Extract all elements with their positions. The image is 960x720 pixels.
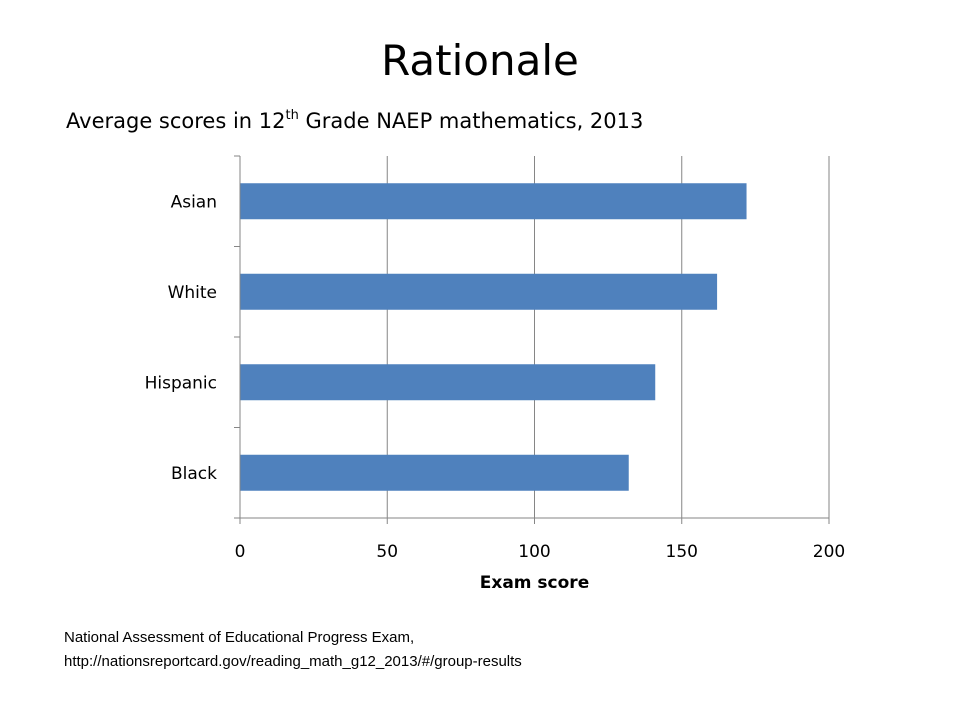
bar-white xyxy=(240,273,718,310)
chart-title-prefix: Average scores in 12 xyxy=(66,109,286,133)
x-tick-label: 0 xyxy=(235,542,246,562)
source-line-1: National Assessment of Educational Progr… xyxy=(64,629,415,646)
category-label-white: White xyxy=(168,283,217,303)
x-axis-title: Exam score xyxy=(480,573,589,593)
bar-chart: 0 50 100 150 200 Asian White Hispanic Black Exam … xyxy=(145,155,845,593)
bar-asian xyxy=(240,183,747,220)
slide-title: Rationale xyxy=(381,36,579,85)
category-label-black: Black xyxy=(171,464,217,484)
category-label-asian: Asian xyxy=(171,192,217,212)
x-tick-label: 150 xyxy=(666,542,698,562)
bar-black xyxy=(240,454,629,491)
x-tick-label: 100 xyxy=(518,542,550,562)
chart-title-suffix: Grade NAEP mathematics, 2013 xyxy=(298,109,644,133)
source-citation: National Assessment of Educational Progr… xyxy=(64,626,522,674)
bar-hispanic xyxy=(240,364,656,401)
x-tick-label: 50 xyxy=(376,542,398,562)
x-tick-label: 200 xyxy=(813,542,845,562)
category-label-hispanic: Hispanic xyxy=(145,373,217,393)
chart-title: Average scores in 12th Grade NAEP mathem… xyxy=(66,106,643,136)
chart-title-superscript: th xyxy=(285,108,299,123)
source-url: http://nationsreportcard.gov/reading_mat… xyxy=(64,653,522,670)
